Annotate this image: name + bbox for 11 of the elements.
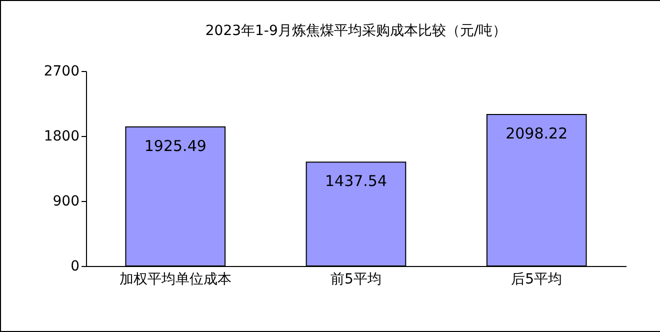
y-tick-label: 1800 <box>44 128 80 144</box>
data-label: 2098.22 <box>506 124 568 142</box>
y-tick-label: 900 <box>52 194 80 210</box>
x-tick-label: 前5平均 <box>330 272 382 288</box>
x-tick-label: 加权平均单位成本 <box>119 272 232 288</box>
data-label: 1925.49 <box>144 136 206 155</box>
y-tick-label: 2700 <box>44 64 80 80</box>
y-tick-label: 0 <box>70 258 80 274</box>
x-tick-label: 后5平均 <box>511 272 562 288</box>
data-label: 1437.54 <box>324 172 388 190</box>
chart-title: 2023年1-9月炼焦煤平均采购成本比较（元/吨） <box>205 23 507 39</box>
